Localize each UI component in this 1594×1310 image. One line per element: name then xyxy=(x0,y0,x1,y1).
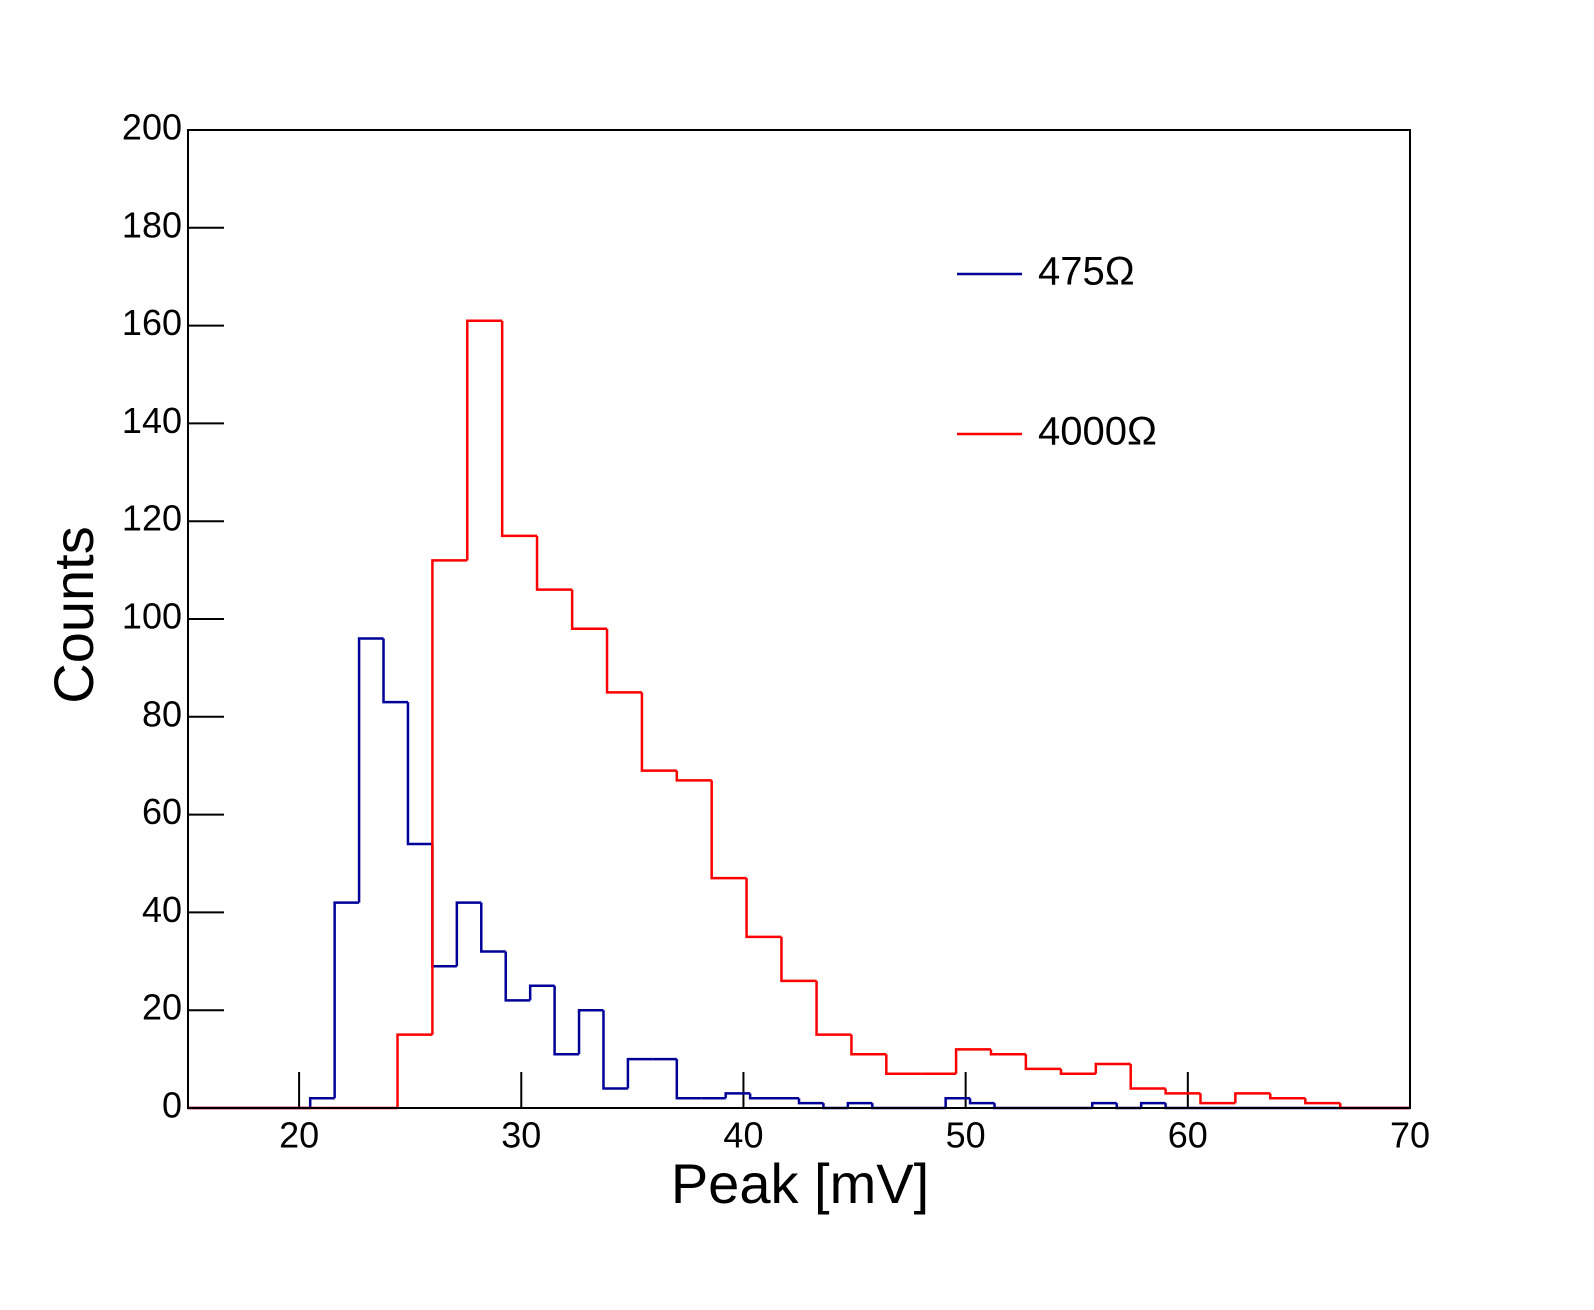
x-tick-label: 20 xyxy=(279,1115,319,1156)
histogram-bin xyxy=(1269,1093,1306,1100)
histogram-bin xyxy=(724,1092,751,1099)
y-tick-label: 120 xyxy=(122,498,182,539)
histogram-bin xyxy=(528,984,555,1001)
histogram-bin xyxy=(1199,1093,1236,1105)
x-axis-title: Peak [mV] xyxy=(671,1152,929,1215)
y-tick-label: 80 xyxy=(142,693,182,734)
histogram-bin xyxy=(333,901,360,1099)
histogram-bin xyxy=(954,1048,991,1074)
y-tick-label: 160 xyxy=(122,302,182,343)
histogram-bin xyxy=(815,980,852,1036)
histogram-bin xyxy=(431,559,468,1035)
histogram-bin xyxy=(1139,1101,1166,1108)
x-tick-label: 50 xyxy=(946,1115,986,1156)
histogram-bin xyxy=(1059,1068,1096,1076)
histogram-bin xyxy=(308,1096,335,1108)
histogram-bin xyxy=(535,535,573,591)
histogram-bin xyxy=(1164,1088,1201,1095)
histogram-bin xyxy=(748,1093,775,1100)
histogram-bin xyxy=(640,692,677,772)
histogram-bin xyxy=(605,628,642,694)
y-tick-label: 180 xyxy=(122,204,182,245)
histogram-bin xyxy=(504,951,531,1002)
legend-label: 475Ω xyxy=(1038,250,1135,294)
histogram-bin xyxy=(577,1008,604,1055)
x-tick-label: 40 xyxy=(723,1115,763,1156)
histogram-bin xyxy=(626,1057,653,1089)
histogram-bin xyxy=(1024,1054,1061,1071)
y-tick-label: 100 xyxy=(122,596,182,637)
histogram-bin xyxy=(780,936,817,983)
plot-frame xyxy=(187,129,1411,1109)
histogram-bin xyxy=(602,1010,628,1090)
histogram-bin xyxy=(570,589,608,631)
histogram-bin xyxy=(1234,1092,1271,1104)
y-tick-label: 40 xyxy=(142,889,182,930)
histogram-bin xyxy=(846,1101,873,1108)
histogram-bin xyxy=(885,1054,922,1076)
y-tick-label: 140 xyxy=(122,400,182,441)
x-tick-label: 70 xyxy=(1390,1115,1430,1156)
histogram-bin xyxy=(1129,1063,1166,1090)
histogram-bin xyxy=(406,702,433,846)
histogram-bin xyxy=(357,637,384,903)
histogram-bin xyxy=(745,878,782,939)
y-tick-label: 0 xyxy=(162,1085,182,1126)
histogram-bin xyxy=(710,780,747,880)
histogram-bin xyxy=(480,902,506,953)
histogram-bin xyxy=(1304,1098,1341,1105)
histogram-bin xyxy=(553,985,580,1056)
histogram-bin xyxy=(797,1098,824,1105)
x-tick-label: 60 xyxy=(1168,1115,1208,1156)
histogram-bin xyxy=(382,638,408,704)
histogram-bin xyxy=(1091,1101,1117,1108)
x-tick-label: 30 xyxy=(501,1115,541,1156)
histogram-bin xyxy=(466,319,503,561)
y-tick-label: 200 xyxy=(122,107,182,148)
histogram-bin xyxy=(989,1049,1026,1056)
histogram-bin xyxy=(396,1033,433,1108)
y-axis-title: Counts xyxy=(42,526,105,703)
histogram-bin xyxy=(455,901,482,967)
histogram-bin xyxy=(500,320,538,538)
histogram-bin xyxy=(431,843,457,968)
histogram-bin xyxy=(850,1034,887,1056)
histogram-bin xyxy=(675,770,712,782)
legend-label: 4000Ω xyxy=(1038,410,1157,454)
histogram-bin xyxy=(944,1096,971,1108)
histogram-bin xyxy=(675,1059,702,1100)
y-tick-label: 20 xyxy=(142,987,182,1028)
histogram-bin xyxy=(1094,1062,1131,1074)
y-tick-label: 60 xyxy=(142,791,182,832)
histogram-bin xyxy=(968,1098,995,1105)
